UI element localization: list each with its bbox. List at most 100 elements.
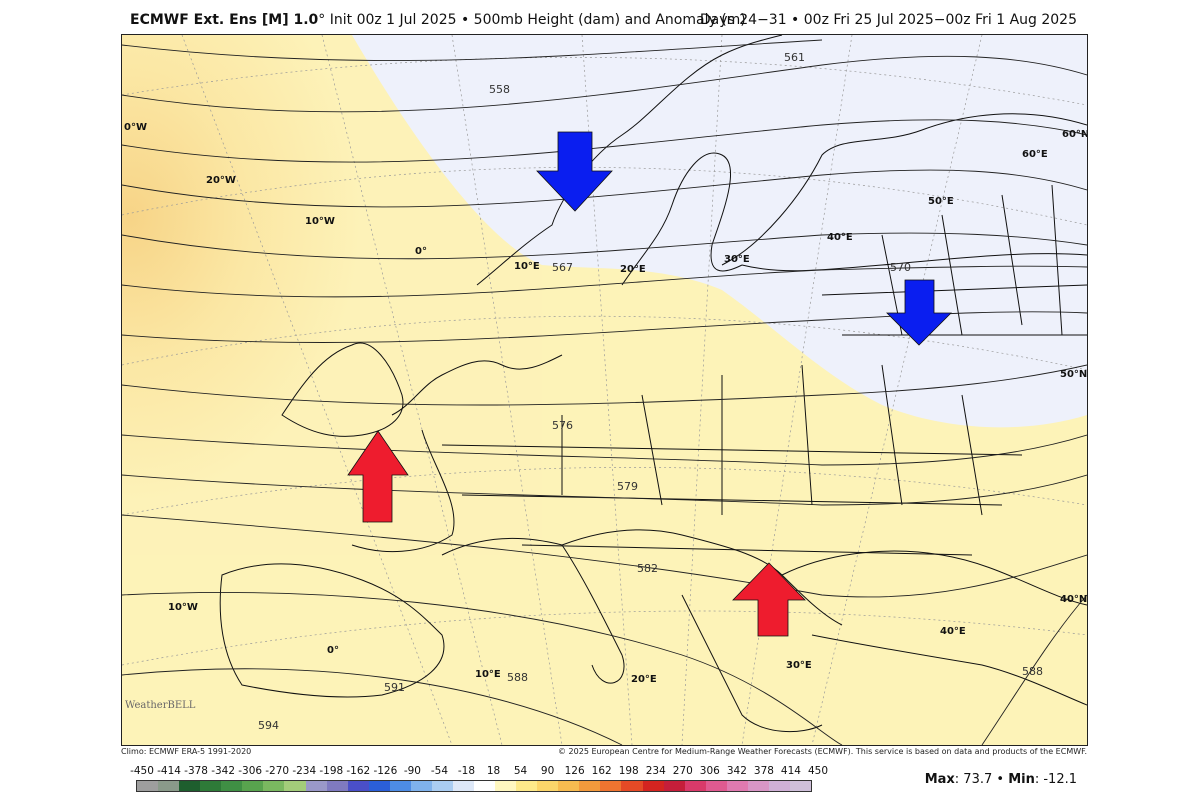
colorbar-swatch [326, 781, 348, 791]
colorbar-swatch [663, 781, 685, 791]
colorbar-tick-label: 378 [753, 765, 774, 777]
colorbar-swatch [200, 781, 222, 791]
blue-arrow-russia [886, 279, 952, 346]
colorbar-tick-label: 270 [672, 765, 693, 777]
copyright-note: © 2025 European Centre for Medium-Range … [558, 747, 1087, 756]
svg-text:594: 594 [258, 719, 279, 732]
colorbar-tick-label: -126 [373, 765, 398, 777]
svg-text:588: 588 [1022, 665, 1043, 678]
colorbar-tick-label: -162 [346, 765, 371, 777]
colorbar-swatch [705, 781, 727, 791]
colorbar-swatch [452, 781, 474, 791]
svg-text:40°E: 40°E [827, 232, 853, 243]
colorbar-tick-label: 450 [807, 765, 829, 777]
colorbar-tick-label: 234 [645, 765, 666, 777]
colorbar-swatch [579, 781, 601, 791]
svg-text:10°W: 10°W [305, 216, 335, 227]
colorbar-swatch [600, 781, 622, 791]
colorbar-swatch [474, 781, 496, 791]
colorbar-swatch [431, 781, 453, 791]
svg-text:561: 561 [784, 51, 805, 64]
svg-text:576: 576 [552, 419, 573, 432]
colorbar-tick-label: 306 [699, 765, 720, 777]
colorbar-tick-label: -54 [430, 765, 449, 777]
svg-text:40°N: 40°N [1060, 594, 1087, 605]
svg-text:588: 588 [507, 671, 528, 684]
colorbar-tick-label: 54 [513, 765, 528, 777]
colorbar-tick-label: 90 [540, 765, 555, 777]
svg-text:570: 570 [890, 261, 911, 274]
colorbar [136, 780, 812, 792]
colorbar-swatch [516, 781, 538, 791]
valid-period: Days 24−31 • 00z Fri 25 Jul 2025−00z Fri… [699, 12, 1077, 28]
colorbar-tick-label: 18 [486, 765, 501, 777]
colorbar-tick-label: 414 [780, 765, 801, 777]
svg-text:0°W: 0°W [124, 122, 147, 133]
colorbar-swatch [263, 781, 285, 791]
colorbar-swatch [305, 781, 327, 791]
colorbar-tick-label: -18 [457, 765, 476, 777]
svg-text:20°W: 20°W [206, 175, 236, 186]
colorbar-swatch [684, 781, 706, 791]
weatherbell-logo: WeatherBELL [125, 700, 196, 711]
colorbar-swatch [242, 781, 264, 791]
colorbar-tick-label: 162 [591, 765, 612, 777]
svg-text:20°E: 20°E [631, 674, 657, 685]
colorbar-swatch [221, 781, 243, 791]
colorbar-swatch [389, 781, 411, 791]
svg-text:50°N: 50°N [1060, 369, 1087, 380]
red-arrow-romania [732, 562, 806, 637]
colorbar-swatch [347, 781, 369, 791]
colorbar-tick-label: -270 [265, 765, 290, 777]
svg-text:20°E: 20°E [620, 264, 646, 275]
blue-arrow-scandinavia [536, 131, 613, 212]
red-arrow-france [347, 430, 409, 523]
colorbar-swatch [537, 781, 559, 791]
colorbar-tick-label: -450 [130, 765, 154, 777]
colorbar-tick-label: 342 [726, 765, 747, 777]
svg-text:60°N: 60°N [1062, 129, 1087, 140]
colorbar-swatch [768, 781, 790, 791]
colorbar-swatch [621, 781, 643, 791]
map-title: ECMWF Ext. Ens [M] 1.0° Init 00z 1 Jul 2… [130, 12, 746, 28]
colorbar-swatch [558, 781, 580, 791]
svg-text:10°E: 10°E [514, 261, 540, 272]
max-min-stats: Max: 73.7 • Min: -12.1 [924, 772, 1077, 787]
svg-text:579: 579 [617, 480, 638, 493]
height-contours [122, 39, 1087, 745]
anomaly-map: 558 561 567 570 576 579 582 588 591 594 … [121, 34, 1088, 746]
colorbar-tick-label: -306 [238, 765, 263, 777]
colorbar-swatch [410, 781, 432, 791]
colorbar-swatch [495, 781, 517, 791]
colorbar-swatch [747, 781, 769, 791]
colorbar-swatch [368, 781, 390, 791]
svg-text:50°E: 50°E [928, 196, 954, 207]
colorbar-tick-label: -90 [403, 765, 421, 777]
svg-text:0°: 0° [327, 645, 339, 656]
colorbar-swatch [179, 781, 201, 791]
colorbar-ticks: -450 -414 -378 -342 -306 -270 -234 -198 -162 -126… [130, 765, 828, 779]
svg-text:0°: 0° [415, 246, 427, 257]
graticule [122, 35, 1087, 745]
svg-text:30°E: 30°E [786, 660, 812, 671]
colorbar-swatch [726, 781, 748, 791]
svg-text:582: 582 [637, 562, 658, 575]
svg-text:30°E: 30°E [724, 254, 750, 265]
colorbar-tick-label: 198 [618, 765, 639, 777]
colorbar-tick-label: -342 [211, 765, 236, 777]
svg-text:40°E: 40°E [940, 626, 966, 637]
colorbar-swatch [642, 781, 664, 791]
svg-text:60°E: 60°E [1022, 149, 1048, 160]
colorbar-swatch [284, 781, 306, 791]
svg-text:567: 567 [552, 261, 573, 274]
svg-text:10°E: 10°E [475, 669, 501, 680]
colorbar-tick-label: -198 [319, 765, 344, 777]
colorbar-tick-label: -378 [184, 765, 208, 777]
colorbar-swatch [789, 781, 811, 791]
colorbar-tick-label: -414 [157, 765, 181, 777]
svg-text:558: 558 [489, 83, 510, 96]
contour-labels: 558 561 567 570 576 579 582 588 591 594 … [258, 51, 1043, 732]
svg-text:10°W: 10°W [168, 602, 198, 613]
colorbar-swatch [137, 781, 159, 791]
colorbar-tick-label: -234 [292, 765, 317, 777]
